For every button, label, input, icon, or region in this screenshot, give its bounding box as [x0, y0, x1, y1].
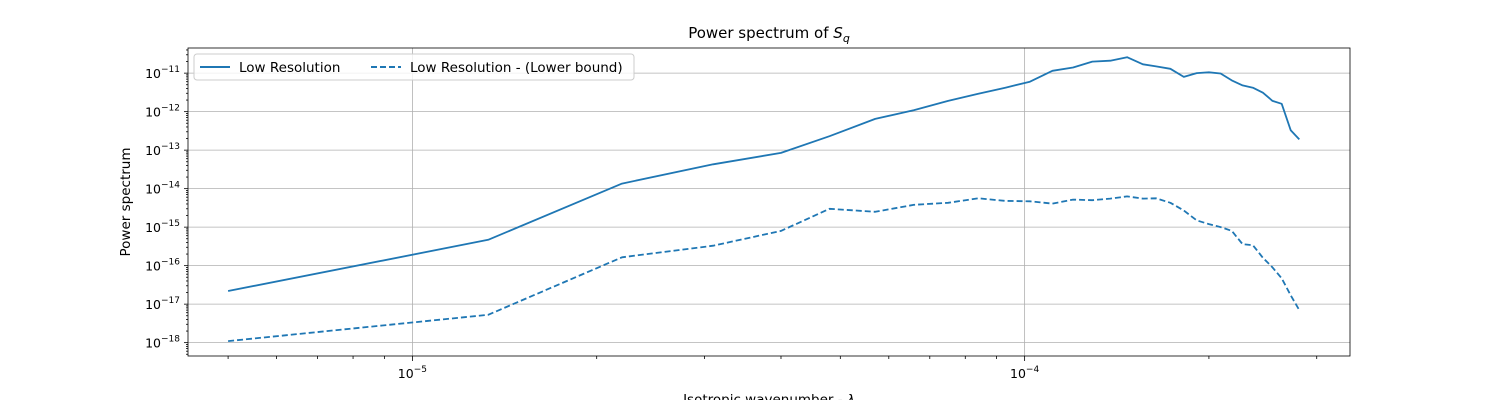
chart-title: Power spectrum of Sq — [688, 24, 850, 45]
series-line-lower-bound — [228, 195, 1301, 342]
legend: Low Resolution Low Resolution - (Lower b… — [193, 53, 635, 81]
y-tick-label: 10−14 — [145, 181, 180, 197]
x-tick-label: 10−4 — [1010, 365, 1039, 381]
legend-label-low-resolution: Low Resolution — [239, 60, 340, 76]
x-axis-label: Isotropic wavenumber - λ — [683, 392, 855, 400]
legend-label-lower-bound: Low Resolution - (Lower bound) — [410, 60, 623, 76]
series-line-low-resolution — [227, 56, 1300, 292]
axis-ticks: 10−18 10−17 10−16 10−15 10−14 10−13 10−12 10−11… — [145, 49, 1318, 381]
y-tick-label: 10−17 — [145, 296, 180, 312]
y-axis-label: Power spectrum — [118, 148, 134, 257]
y-tick-label: 10−12 — [145, 104, 180, 120]
series-lines — [227, 56, 1301, 342]
y-tick-label: 10−13 — [145, 142, 180, 158]
y-tick-label: 10−11 — [145, 65, 180, 81]
plot-frame — [187, 47, 1351, 357]
y-tick-label: 10−16 — [145, 258, 180, 274]
y-tick-label: 10−18 — [145, 335, 180, 351]
legend-box — [193, 53, 635, 81]
y-tick-label: 10−15 — [145, 219, 180, 235]
x-tick-label: 10−5 — [398, 365, 427, 381]
grid-lines — [188, 48, 1350, 356]
